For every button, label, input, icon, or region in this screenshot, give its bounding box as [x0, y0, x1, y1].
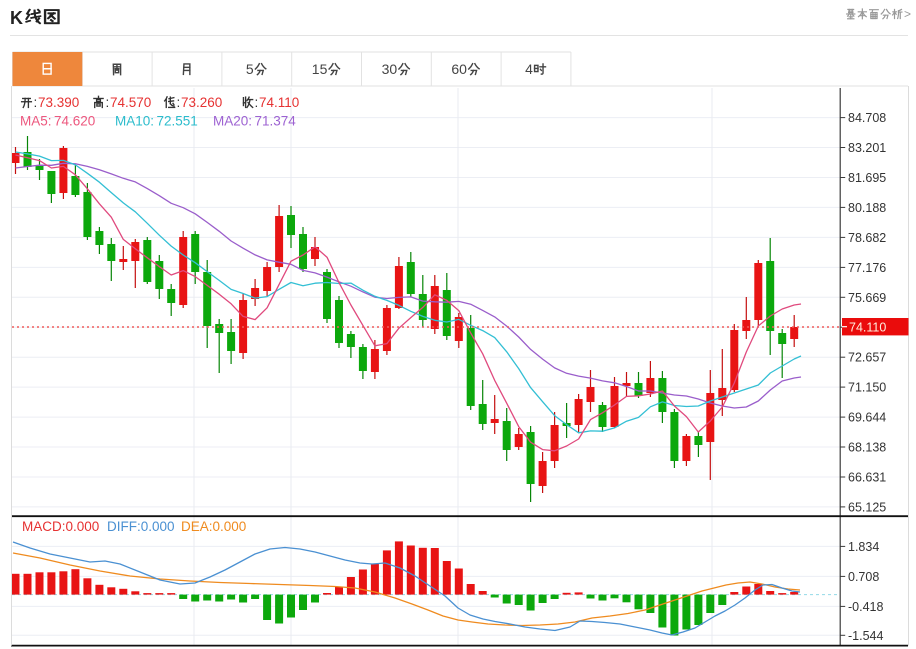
svg-text::: :	[34, 95, 38, 110]
svg-text::: :	[106, 95, 110, 110]
svg-text:83.201: 83.201	[848, 141, 886, 155]
svg-text:80.188: 80.188	[848, 201, 886, 215]
svg-text:30: 30	[382, 61, 398, 77]
svg-text:65.125: 65.125	[848, 500, 886, 514]
svg-text:71.374: 71.374	[255, 114, 297, 129]
svg-text:72.551: 72.551	[157, 114, 198, 129]
svg-text:15: 15	[312, 61, 328, 77]
svg-text:K: K	[10, 8, 23, 28]
svg-text:MA20:: MA20:	[213, 114, 252, 129]
svg-text:60: 60	[451, 61, 467, 77]
svg-text:5: 5	[246, 61, 254, 77]
svg-text:72.657: 72.657	[848, 351, 886, 365]
svg-text:MACD:0.000: MACD:0.000	[22, 519, 99, 534]
svg-text:68.138: 68.138	[848, 441, 886, 455]
svg-text:75.669: 75.669	[848, 291, 886, 305]
svg-text::: :	[177, 95, 181, 110]
svg-text:77.176: 77.176	[848, 261, 886, 275]
svg-text:-1.544: -1.544	[848, 629, 883, 643]
svg-text:74.110: 74.110	[849, 321, 886, 335]
svg-text:4: 4	[525, 61, 533, 77]
svg-text:71.150: 71.150	[848, 381, 886, 395]
svg-text::: :	[255, 95, 259, 110]
svg-text:66.631: 66.631	[848, 471, 886, 485]
svg-text:73.260: 73.260	[181, 95, 222, 110]
svg-text:-0.418: -0.418	[848, 600, 883, 614]
svg-text:74.110: 74.110	[259, 95, 299, 110]
svg-text:1.834: 1.834	[848, 540, 879, 554]
svg-text:78.682: 78.682	[848, 231, 886, 245]
svg-text:DEA:0.000: DEA:0.000	[181, 519, 246, 534]
svg-text:0.708: 0.708	[848, 570, 879, 584]
svg-text:>: >	[904, 7, 911, 21]
svg-text:74.620: 74.620	[54, 114, 95, 129]
svg-text:84.708: 84.708	[848, 111, 886, 125]
svg-text:MA10:: MA10:	[115, 114, 154, 129]
svg-text:DIFF:0.000: DIFF:0.000	[107, 519, 175, 534]
svg-text:81.695: 81.695	[848, 171, 886, 185]
svg-text:73.390: 73.390	[38, 95, 79, 110]
svg-text:69.644: 69.644	[848, 411, 886, 425]
svg-text:74.570: 74.570	[110, 95, 151, 110]
svg-text:MA5:: MA5:	[20, 114, 52, 129]
